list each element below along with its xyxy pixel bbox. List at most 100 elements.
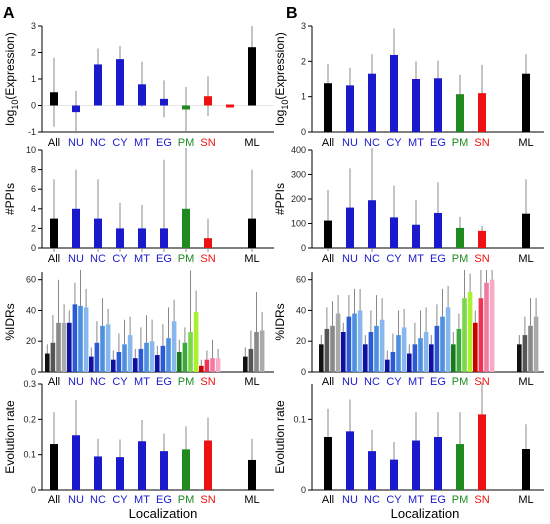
- category-label: ML: [518, 494, 533, 506]
- y-tick-label: 0: [301, 127, 306, 137]
- bar: [94, 64, 102, 106]
- category-label: NC: [90, 137, 106, 149]
- bar: [324, 83, 332, 132]
- bar: [522, 73, 530, 132]
- bar: [390, 54, 398, 133]
- bar: [346, 207, 354, 248]
- y-tick-label: 0: [31, 367, 36, 377]
- category-label: EG: [156, 494, 172, 506]
- bar: [177, 352, 182, 372]
- y-tick-label: 1: [301, 92, 306, 102]
- bar: [368, 332, 374, 372]
- bar: [199, 365, 204, 372]
- y-tick-label: -1: [28, 127, 36, 137]
- category-label: PM: [452, 494, 469, 506]
- bar: [149, 341, 155, 372]
- bar: [166, 338, 171, 372]
- bar: [390, 352, 396, 372]
- category-label: MT: [134, 494, 150, 506]
- bar: [138, 84, 146, 106]
- bar: [248, 47, 256, 106]
- bar: [94, 218, 102, 248]
- bar: [346, 431, 354, 490]
- chart-b-idr: 0 20 40 60 %IDRs All NU NC CY MT EG PM SN ML: [273, 270, 544, 388]
- y-tick-label: 0: [31, 243, 36, 253]
- bar: [489, 279, 495, 372]
- bar: [56, 322, 61, 372]
- bar: [144, 342, 149, 372]
- category-label: SN: [474, 376, 489, 388]
- bar: [341, 332, 346, 372]
- category-label: NC: [90, 253, 106, 265]
- bar: [368, 73, 376, 132]
- bar: [138, 228, 146, 248]
- bar: [451, 344, 456, 372]
- bar: [390, 459, 398, 490]
- bar: [467, 292, 473, 372]
- y-tick-label: 0.1: [293, 414, 306, 424]
- y-tick-label: 300: [291, 170, 306, 180]
- bar: [61, 322, 67, 372]
- chart-a-expression: -1 0 1 2 3 log10(Expression) All NU NC CY MT EG PM SN…: [3, 21, 274, 149]
- bar: [434, 325, 440, 372]
- category-label: All: [322, 494, 334, 506]
- y-tick-label: 1: [31, 74, 36, 84]
- bar: [78, 305, 83, 372]
- bar: [456, 328, 462, 372]
- y-tick-label: 0: [301, 243, 306, 253]
- panel-label-a: A: [3, 5, 15, 22]
- category-label: PM: [452, 376, 469, 388]
- bar: [248, 459, 256, 490]
- bar: [182, 105, 190, 110]
- bar: [423, 332, 429, 372]
- bar: [50, 342, 56, 372]
- y-tick-label: 20: [26, 336, 36, 346]
- bar: [204, 96, 212, 106]
- bar: [473, 322, 478, 372]
- bar: [517, 344, 522, 372]
- bar: [412, 224, 420, 248]
- y-axis-label: #PPIs: [3, 183, 17, 215]
- y-axis-label: log10(Expression): [273, 32, 290, 125]
- bar: [105, 324, 111, 372]
- category-label: MT: [134, 253, 150, 265]
- y-tick-label: 200: [291, 194, 306, 204]
- bar: [160, 98, 168, 106]
- category-label: SN: [200, 494, 215, 506]
- bar: [324, 328, 330, 372]
- y-tick-label: 60: [26, 275, 36, 285]
- bar: [248, 218, 256, 248]
- bar: [522, 335, 528, 372]
- chart-b-evolution_rate: 0 0.1 Evolution rate All NU NC CY MT EG PM SN ML: [273, 382, 544, 506]
- bar: [111, 359, 116, 372]
- y-tick-label: 0.1: [23, 450, 36, 460]
- bar: [456, 444, 464, 490]
- category-label: NU: [68, 494, 84, 506]
- bar: [259, 330, 265, 372]
- bar: [182, 342, 188, 372]
- category-label: NU: [68, 376, 84, 388]
- bar: [528, 325, 533, 372]
- y-tick-label: 400: [291, 145, 306, 155]
- y-tick-label: 2: [31, 48, 36, 58]
- bar-extra: [226, 104, 234, 108]
- bar: [434, 78, 442, 132]
- category-label: CY: [112, 137, 128, 149]
- bar: [478, 93, 486, 132]
- bar: [155, 355, 160, 372]
- y-tick-label: 0: [31, 485, 36, 495]
- category-label: ML: [244, 253, 259, 265]
- category-label: CY: [112, 253, 128, 265]
- bar: [83, 307, 89, 372]
- category-label: NC: [90, 376, 106, 388]
- bar: [346, 316, 352, 372]
- category-label: SN: [474, 494, 489, 506]
- category-label: All: [48, 376, 60, 388]
- bar: [379, 319, 385, 372]
- bar: [116, 457, 124, 490]
- bar: [94, 342, 100, 372]
- y-tick-label: 20: [296, 336, 306, 346]
- bar: [434, 212, 442, 248]
- chart-b-ppis: 0 100 200 300 400 #PPIs All NU NC CY MT EG PM SN ML: [273, 145, 544, 265]
- category-label: CY: [386, 137, 402, 149]
